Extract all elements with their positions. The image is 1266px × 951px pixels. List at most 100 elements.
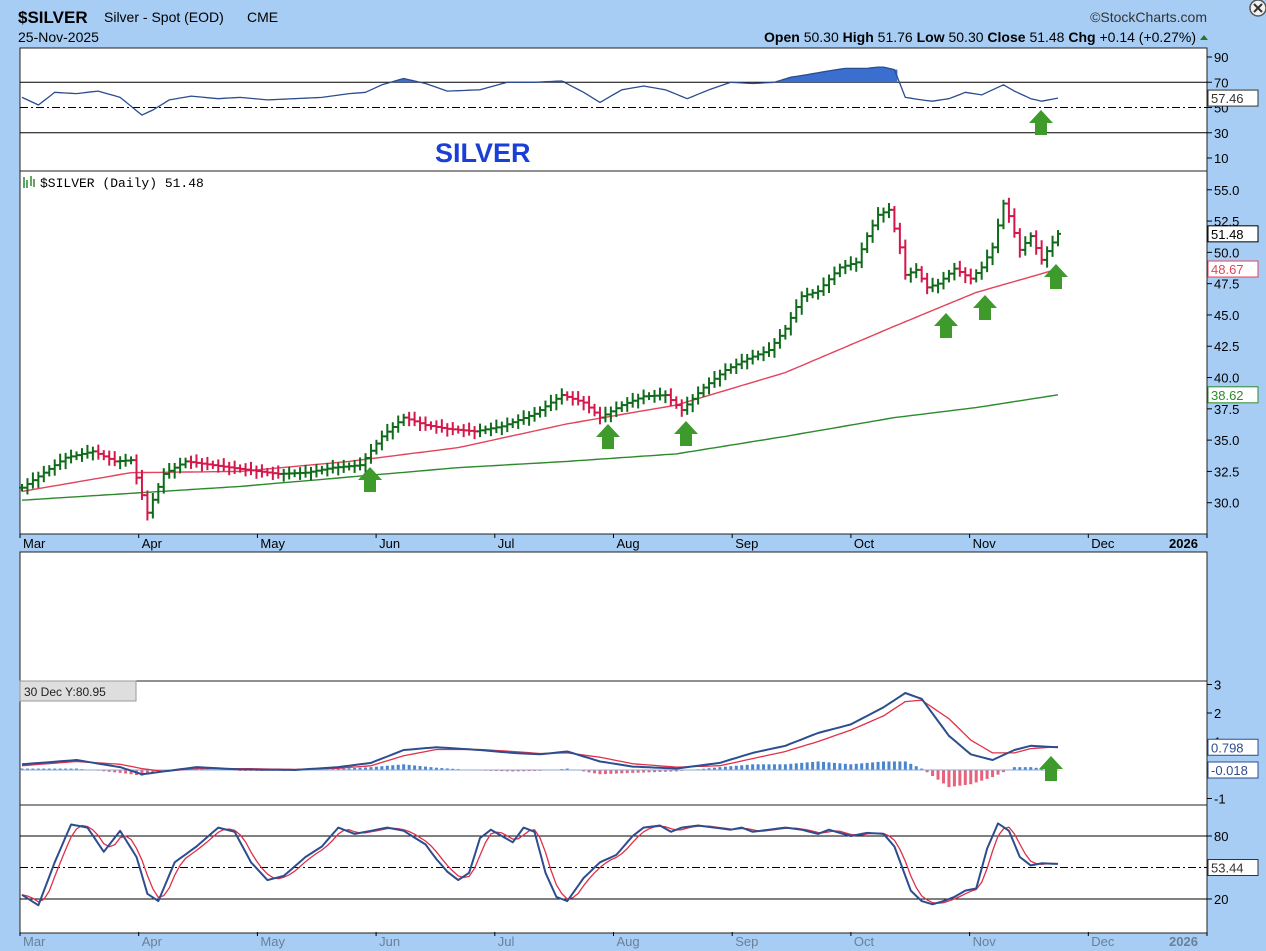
price-tick-label: 35.0	[1214, 433, 1239, 448]
price-legend: $SILVER (Daily) 51.48	[23, 176, 204, 191]
ma200-last-label: 38.62	[1211, 388, 1244, 403]
price-tick-label: 30.0	[1214, 496, 1239, 511]
ma50-last-label-box	[1207, 260, 1259, 278]
quote-low-value: 50.30	[948, 29, 983, 45]
symbol-description: Silver - Spot (EOD)	[104, 9, 224, 25]
price-last-label-box	[1207, 225, 1259, 243]
date-tick-label: Aug	[617, 536, 640, 551]
bar-chart-icon	[23, 176, 35, 188]
stoch-last-label-box	[1207, 859, 1259, 876]
quote-high-value: 51.76	[878, 29, 913, 45]
macd-panel	[19, 680, 1208, 806]
quote-close-value: 51.48	[1029, 29, 1064, 45]
date-tick-label: Apr	[142, 536, 163, 551]
rsi-last-label: 57.46	[1211, 91, 1244, 106]
date-tick-label: Jul	[498, 934, 515, 949]
up-arrow-icon	[973, 295, 997, 320]
date-tick-label: Oct	[854, 934, 875, 949]
ma200-line	[21, 394, 1059, 501]
quote-chg-label: Chg	[1064, 29, 1099, 45]
date-tick-label: Oct	[854, 536, 875, 551]
date-tick-label: Jun	[379, 934, 400, 949]
stoch-tick-label: 80	[1214, 829, 1228, 844]
date-tick-label: Dec	[1091, 536, 1115, 551]
rsi-panel	[19, 47, 1208, 172]
macd-tick-label: -1	[1214, 792, 1226, 807]
date-axes: Mar Apr May Jun Jul Aug Sep Oct Nov Dec 2026 Mar Apr…	[19, 534, 1208, 949]
svg-text:$SILVER: $SILVER	[18, 8, 88, 27]
macd-tooltip: 30 Dec Y:80.95	[19, 680, 137, 702]
date-tick-label: Dec	[1091, 934, 1115, 949]
up-arrow-icon	[1029, 110, 1053, 135]
price-legend-label: $SILVER (Daily) 51.48	[40, 176, 204, 191]
price-tick-label: 45.0	[1214, 308, 1239, 323]
up-arrow-icon	[1044, 264, 1068, 289]
date-tick-label: Sep	[735, 934, 758, 949]
price-tick-label: 37.5	[1214, 402, 1239, 417]
price-tick-label: 52.5	[1214, 214, 1239, 229]
macd-hist-label: -0.018	[1211, 763, 1248, 778]
macd-line	[21, 692, 1059, 776]
macd-tick-label: 2	[1214, 706, 1221, 721]
stoch-signal-line	[21, 824, 1059, 904]
price-tick-label: 32.5	[1214, 464, 1239, 479]
date-tick-label: Aug	[617, 934, 640, 949]
date-tick-label: Sep	[735, 536, 758, 551]
date-tick-label: Nov	[973, 934, 997, 949]
ma50-last-label: 48.67	[1211, 262, 1244, 277]
ohlc-bar	[1055, 230, 1061, 247]
annotation-arrows	[358, 110, 1068, 781]
rsi-last-label-box	[1207, 89, 1259, 107]
empty-panel	[19, 551, 1208, 682]
up-arrow-icon	[1200, 35, 1208, 40]
date-tick-label: Mar	[23, 536, 46, 551]
symbol-title: $SILVER	[18, 8, 88, 27]
quote-line: Open 50.30 High 51.76 Low 50.30 Close 51…	[764, 29, 1196, 45]
stockcharts-watermark: ©StockCharts.com	[1090, 9, 1207, 25]
ma50-line	[21, 268, 1059, 493]
up-arrow-icon	[934, 313, 958, 338]
quote-low-label: Low	[913, 29, 949, 45]
top-right-control[interactable]	[1249, 0, 1266, 17]
price-last-label: 51.48	[1211, 227, 1244, 242]
rsi-tick-label: 70	[1214, 75, 1228, 90]
date-tick-label: Jun	[379, 536, 400, 551]
price-tick-label: 47.5	[1214, 277, 1239, 292]
date-tick-label: 2026	[1169, 934, 1198, 949]
date-tick-label: Mar	[23, 934, 46, 949]
quote-close-label: Close	[984, 29, 1030, 45]
up-arrow-icon	[596, 424, 620, 449]
exchange-label: CME	[247, 9, 278, 25]
macd-indicator: 3210-10.798-0.018	[20, 678, 1259, 807]
quote-chg-value: +0.14 (+0.27%)	[1099, 29, 1196, 45]
price-tick-label: 42.5	[1214, 339, 1239, 354]
up-arrow-icon	[358, 467, 382, 492]
macd-tooltip-label: 30 Dec Y:80.95	[24, 685, 106, 699]
price-tick-label: 55.0	[1214, 183, 1239, 198]
date-tick-label: May	[260, 536, 285, 551]
chart-date: 25-Nov-2025	[18, 29, 99, 45]
date-tick-label: 2026	[1169, 536, 1198, 551]
quote-open-value: 50.30	[804, 29, 839, 45]
chart-header: $SILVER Silver - Spot (EOD) CME 25-Nov-2…	[18, 8, 1208, 45]
up-arrow-icon	[674, 421, 698, 446]
rsi-tick-label: 90	[1214, 50, 1228, 65]
date-tick-label: May	[260, 934, 285, 949]
up-arrow-icon	[1039, 756, 1063, 781]
ma200-last-label-box	[1207, 386, 1259, 404]
price-tick-label: 40.0	[1214, 371, 1239, 386]
stochastic-indicator: 80 20 53.44	[20, 822, 1259, 907]
date-tick-label: Apr	[142, 934, 163, 949]
rsi-line	[21, 66, 1059, 116]
macd-line-label: 0.798	[1211, 740, 1244, 755]
rsi-tick-label: 30	[1214, 126, 1228, 141]
date-tick-label: Jul	[498, 536, 515, 551]
silver-annotation: SILVER	[435, 138, 531, 168]
stoch-line	[21, 822, 1059, 907]
close-icon[interactable]	[1253, 3, 1263, 13]
price-tick-label: 50.0	[1214, 245, 1239, 260]
stoch-tick-label: 20	[1214, 892, 1228, 907]
quote-high-label: High	[839, 29, 878, 45]
